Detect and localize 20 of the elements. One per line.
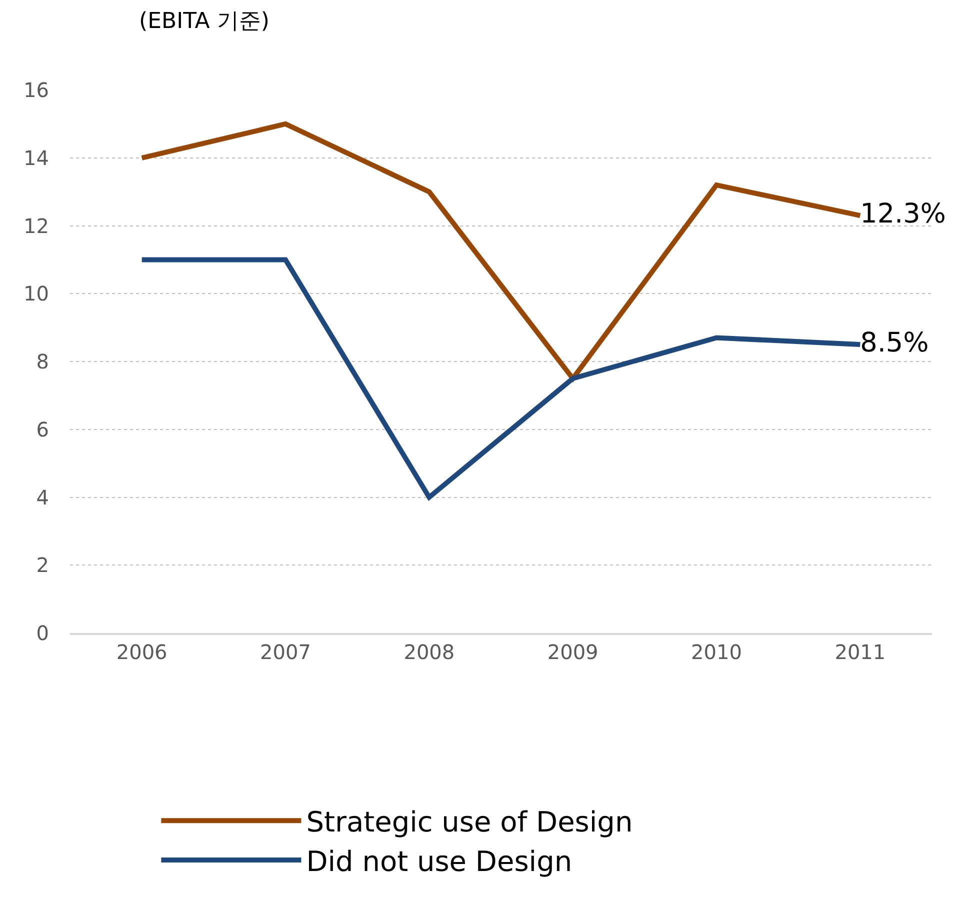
y-tick-label: 8 <box>36 350 49 374</box>
y-tick-label: 14 <box>24 146 49 170</box>
x-tick-label: 2009 <box>547 640 598 664</box>
x-tick-label: 2011 <box>834 640 886 664</box>
legend-label: Strategic use of Design <box>306 806 633 839</box>
y-tick-label: 12 <box>24 214 49 238</box>
x-tick-label: 2008 <box>404 640 455 664</box>
y-axis-title: (EBITA 기준) <box>139 9 270 34</box>
legend-label: Did not use Design <box>306 844 572 878</box>
data-label: 12.3% <box>860 198 946 230</box>
x-tick-label: 2010 <box>691 640 742 664</box>
y-tick-label: 4 <box>36 485 49 510</box>
y-tick-label: 10 <box>24 282 49 306</box>
data-label: 8.5% <box>860 327 929 358</box>
x-tick-label: 2007 <box>260 640 311 664</box>
y-tick-label: 0 <box>36 621 49 645</box>
x-tick-label: 2006 <box>116 640 168 664</box>
y-tick-label: 16 <box>24 78 49 102</box>
y-tick-label: 6 <box>36 417 49 442</box>
y-tick-label: 2 <box>36 553 49 578</box>
